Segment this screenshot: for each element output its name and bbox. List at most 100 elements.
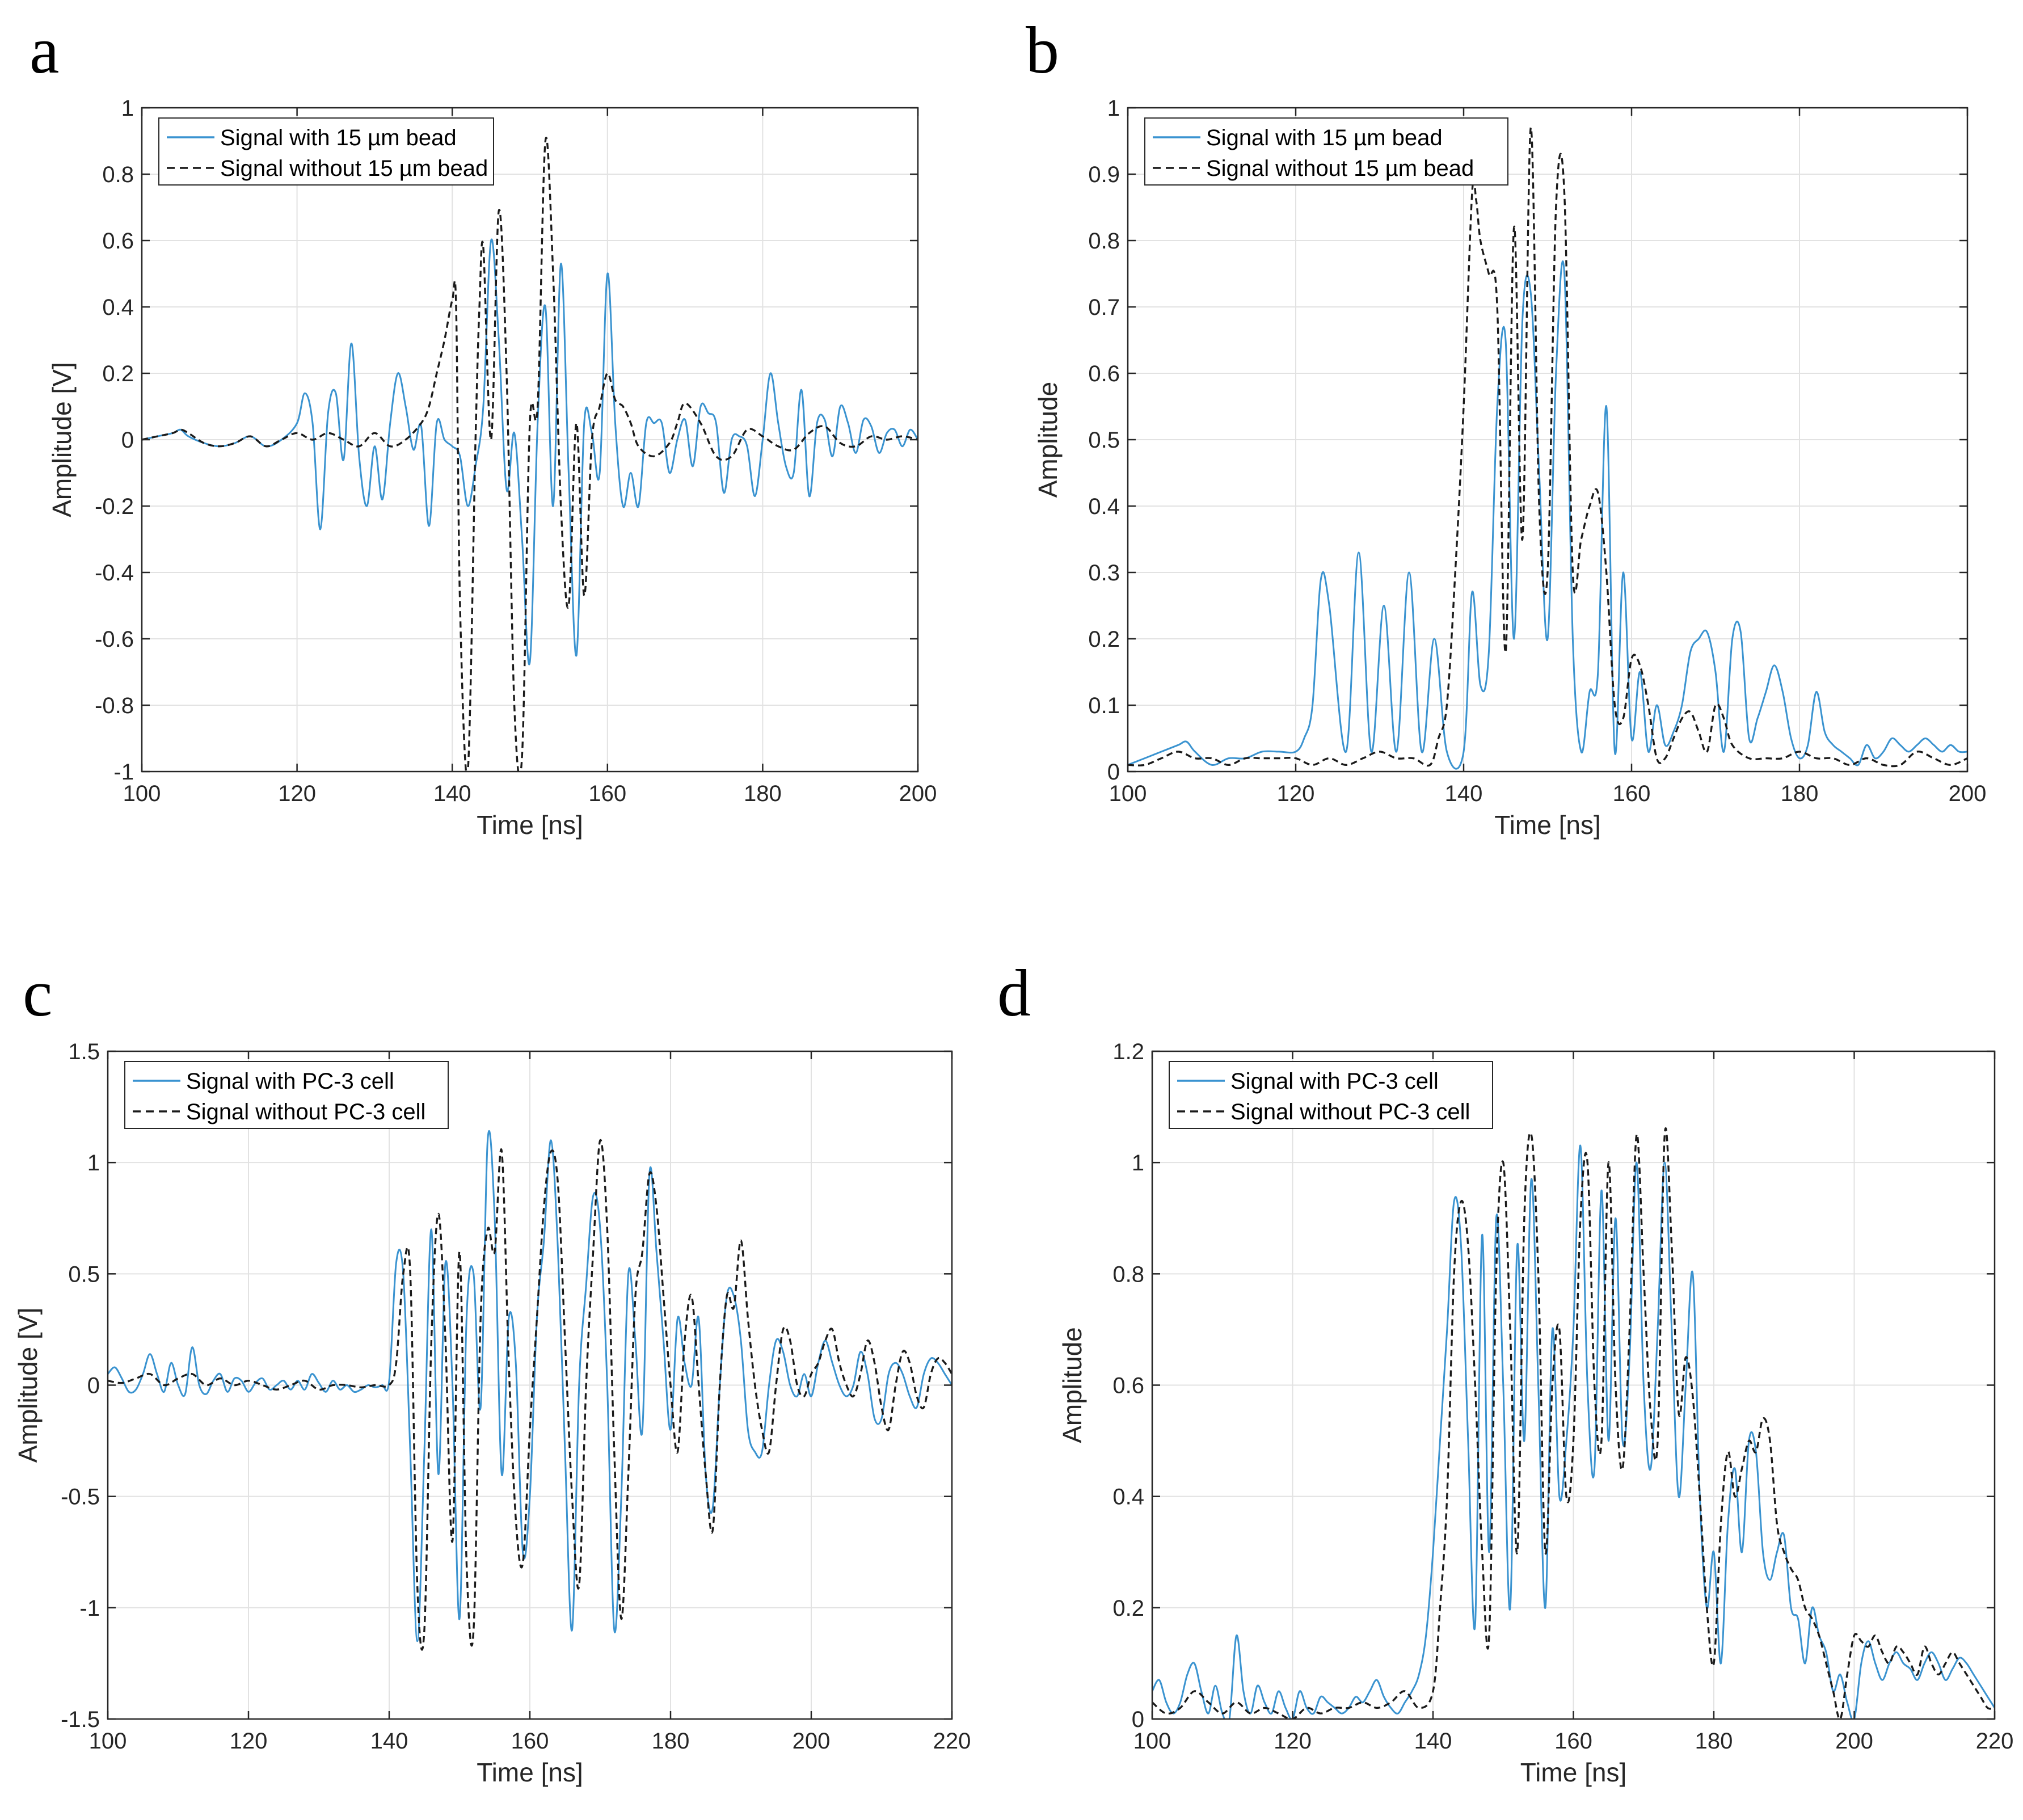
y-tick-label: 0.6 — [1088, 361, 1120, 386]
y-axis-label: Amplitude — [1033, 382, 1063, 498]
y-tick-label: 0 — [1107, 760, 1120, 785]
x-tick-label: 100 — [123, 781, 161, 806]
y-tick-label: 0.8 — [1088, 229, 1120, 254]
y-tick-label: 0 — [121, 428, 134, 453]
x-axis-label: Time [ns] — [1520, 1758, 1626, 1787]
chart-panel-a: 100 120 140 160 180 200 -1 -0.8 -0.6 -0.4 -0.2 0 0.2… — [47, 96, 937, 840]
y-tick-label: -1 — [79, 1596, 100, 1621]
y-tick-label: 0.6 — [1112, 1374, 1144, 1398]
y-tick-label: -0.6 — [95, 627, 134, 652]
legend-entry: Signal without 15 µm bead — [220, 156, 488, 181]
x-tick-label: 160 — [1554, 1729, 1592, 1754]
x-axis-label: Time [ns] — [477, 810, 583, 840]
x-tick-label: 140 — [370, 1729, 408, 1754]
series-line-without — [108, 1139, 952, 1651]
y-tick-label: 0.3 — [1088, 561, 1120, 585]
chart-panel-d: 100 120 140 160 180 200 220 0 0.2 0.4 0.6 0.8 1 1.2 Ti… — [1057, 1039, 2013, 1787]
x-tick-label: 160 — [1613, 781, 1651, 806]
legend: Signal with PC-3 cell Signal without PC-3… — [124, 1061, 449, 1129]
x-tick-label: 200 — [1835, 1729, 1873, 1754]
x-tick-label: 160 — [511, 1729, 549, 1754]
legend: Signal with 15 µm bead Signal without 15 … — [1144, 117, 1508, 186]
x-tick-label: 140 — [1445, 781, 1483, 806]
legend-entry: Signal without 15 µm bead — [1206, 156, 1474, 181]
x-tick-label: 140 — [1414, 1729, 1452, 1754]
y-tick-label: -0.2 — [95, 494, 134, 519]
x-tick-label: 100 — [89, 1729, 127, 1754]
y-tick-label: 0.4 — [1088, 494, 1120, 519]
y-tick-label: 0.7 — [1088, 295, 1120, 320]
legend-box — [1144, 117, 1508, 186]
x-tick-label: 100 — [1109, 781, 1147, 806]
y-tick-label: -1.5 — [61, 1707, 100, 1732]
y-tick-label: 0 — [87, 1374, 100, 1398]
series-line-without — [142, 137, 918, 772]
y-axis-label: Amplitude — [1057, 1327, 1087, 1443]
y-tick-label: 1 — [121, 96, 134, 121]
y-tick-label: 0.2 — [1112, 1596, 1144, 1621]
series-line-with — [1128, 260, 1967, 770]
x-tick-label: 220 — [1976, 1729, 2014, 1754]
y-tick-label: -0.4 — [95, 561, 134, 585]
y-tick-label: 0.5 — [1088, 428, 1120, 453]
y-tick-label: 0.2 — [1088, 627, 1120, 652]
x-tick-label: 200 — [899, 781, 937, 806]
series-line-without — [1128, 127, 1967, 768]
y-tick-label: 0.2 — [102, 361, 134, 386]
x-tick-label: 220 — [933, 1729, 971, 1754]
legend-entry: Signal with 15 µm bead — [1206, 125, 1443, 150]
x-tick-label: 120 — [278, 781, 316, 806]
legend-box — [1169, 1061, 1493, 1129]
chart-panel-c: 100 120 140 160 180 200 220 -1.5 -1 -0.5 0 0.5 1 1.5 T… — [13, 1039, 971, 1787]
legend-entry: Signal without PC-3 cell — [1230, 1099, 1470, 1124]
panel-label-b: b — [1026, 13, 1059, 87]
y-tick-label: 0.8 — [1112, 1262, 1144, 1287]
series-line-with — [142, 238, 918, 665]
x-tick-label: 160 — [588, 781, 626, 806]
panel-label-c: c — [23, 956, 52, 1030]
series-line-with — [1152, 1144, 1995, 1719]
x-tick-label: 120 — [230, 1729, 268, 1754]
y-tick-label: 1.5 — [68, 1039, 100, 1064]
x-tick-label: 180 — [652, 1729, 690, 1754]
panel-label-a: a — [29, 13, 59, 87]
x-tick-label: 200 — [793, 1729, 831, 1754]
y-tick-label: 0.5 — [68, 1262, 100, 1287]
y-tick-label: 0.4 — [102, 295, 134, 320]
y-axis-label: Amplitude [V] — [47, 362, 77, 517]
legend-box — [158, 117, 494, 186]
y-tick-label: 1 — [1132, 1151, 1144, 1176]
x-tick-label: 180 — [1781, 781, 1819, 806]
x-tick-label: 140 — [433, 781, 471, 806]
legend-entry: Signal without PC-3 cell — [186, 1099, 425, 1124]
y-tick-label: -1 — [113, 760, 134, 785]
panel-label-d: d — [997, 956, 1031, 1030]
y-tick-label: 0.9 — [1088, 162, 1120, 187]
legend: Signal with 15 µm bead Signal without 15 … — [158, 117, 494, 186]
x-tick-label: 120 — [1277, 781, 1315, 806]
y-tick-label: 0.8 — [102, 162, 134, 187]
y-tick-label: 1 — [1107, 96, 1120, 121]
chart-panel-b: 100 120 140 160 180 200 0 0.1 0.2 0.3 0.4 0.5 0.6 0.7… — [1033, 96, 1986, 840]
x-tick-label: 200 — [1949, 781, 1987, 806]
legend: Signal with PC-3 cell Signal without PC-3… — [1169, 1061, 1493, 1129]
series-line-with — [108, 1130, 952, 1642]
y-tick-label: 1 — [87, 1151, 100, 1176]
legend-entry: Signal with PC-3 cell — [1230, 1069, 1439, 1094]
legend-entry: Signal with 15 µm bead — [220, 125, 457, 150]
y-tick-label: 0.4 — [1112, 1485, 1144, 1510]
y-axis-label: Amplitude [V] — [13, 1308, 43, 1463]
x-tick-label: 100 — [1133, 1729, 1171, 1754]
legend-box — [124, 1061, 449, 1129]
legend-entry: Signal with PC-3 cell — [186, 1069, 394, 1094]
series-line-without — [1152, 1127, 1995, 1719]
x-tick-label: 180 — [1695, 1729, 1733, 1754]
y-tick-label: 0 — [1132, 1707, 1144, 1732]
y-tick-label: 1.2 — [1112, 1039, 1144, 1064]
x-tick-label: 180 — [744, 781, 782, 806]
x-tick-label: 120 — [1274, 1729, 1312, 1754]
y-tick-label: -0.8 — [95, 693, 134, 718]
y-tick-label: 0.6 — [102, 229, 134, 254]
x-axis-label: Time [ns] — [1494, 810, 1600, 840]
